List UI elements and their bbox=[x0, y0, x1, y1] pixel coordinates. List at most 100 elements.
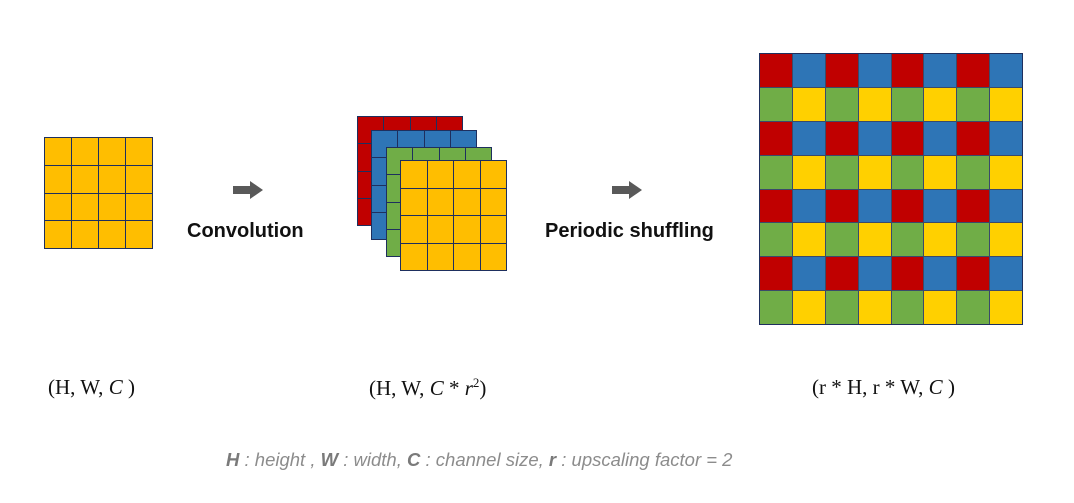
input-cell bbox=[72, 138, 98, 165]
arrow-right-icon bbox=[233, 181, 263, 199]
output-pixel-cell bbox=[957, 121, 990, 155]
yellow-channel-cell bbox=[480, 216, 506, 243]
output-pixel-cell bbox=[760, 121, 792, 155]
output-pixel-cell bbox=[891, 223, 924, 257]
yellow-channel-cell bbox=[401, 161, 427, 188]
output-pixel-cell bbox=[924, 121, 957, 155]
output-pixel-cell bbox=[924, 189, 957, 223]
yellow-channel-cell bbox=[427, 188, 453, 215]
output-pixel-cell bbox=[760, 87, 792, 121]
yellow-channel-cell bbox=[480, 161, 506, 188]
yellow-channel-cell bbox=[480, 188, 506, 215]
input-cell bbox=[126, 221, 152, 248]
output-pixel-cell bbox=[957, 291, 990, 324]
output-pixel-cell bbox=[891, 155, 924, 189]
output-pixel-cell bbox=[792, 87, 825, 121]
yellow-channel-cell bbox=[427, 243, 453, 270]
output-pixel-cell bbox=[825, 257, 858, 291]
input-cell bbox=[126, 165, 152, 193]
output-pixel-cell bbox=[825, 155, 858, 189]
output-pixel-cell bbox=[792, 189, 825, 223]
output-pixel-cell bbox=[990, 291, 1022, 324]
yellow-channel-cell bbox=[427, 161, 453, 188]
output-pixel-cell bbox=[924, 155, 957, 189]
output-pixel-cell bbox=[792, 257, 825, 291]
output-pixel-cell bbox=[760, 223, 792, 257]
conv-output-stack bbox=[357, 116, 509, 272]
input-tensor bbox=[44, 137, 153, 249]
input-shape-label: (H, W, C ) bbox=[48, 375, 135, 399]
output-pixel-cell bbox=[957, 54, 990, 87]
output-pixel-cell bbox=[957, 87, 990, 121]
output-pixel-cell bbox=[891, 257, 924, 291]
output-pixel-cell bbox=[891, 54, 924, 87]
output-pixel-cell bbox=[924, 87, 957, 121]
periodic-shuffling-label: Periodic shuffling bbox=[545, 220, 714, 242]
output-pixel-cell bbox=[957, 257, 990, 291]
input-cell bbox=[99, 193, 125, 221]
output-pixel-cell bbox=[858, 155, 891, 189]
output-pixel-cell bbox=[858, 189, 891, 223]
shuffled-output-map bbox=[759, 53, 1023, 325]
output-pixel-cell bbox=[990, 189, 1022, 223]
output-pixel-cell bbox=[760, 155, 792, 189]
convolution-label: Convolution bbox=[187, 220, 304, 242]
input-cell bbox=[99, 138, 125, 165]
output-pixel-cell bbox=[825, 223, 858, 257]
output-pixel-cell bbox=[825, 291, 858, 324]
output-pixel-cell bbox=[858, 54, 891, 87]
yellow-channel-cell bbox=[480, 243, 506, 270]
output-pixel-cell bbox=[792, 291, 825, 324]
arrow-right-icon bbox=[612, 181, 642, 199]
output-pixel-cell bbox=[990, 223, 1022, 257]
yellow-channel-cell bbox=[454, 243, 480, 270]
output-pixel-cell bbox=[825, 121, 858, 155]
output-pixel-cell bbox=[792, 155, 825, 189]
output-pixel-cell bbox=[792, 121, 825, 155]
output-pixel-cell bbox=[825, 54, 858, 87]
yellow-channel-cell bbox=[401, 216, 427, 243]
input-cell bbox=[126, 138, 152, 165]
output-pixel-cell bbox=[825, 87, 858, 121]
output-pixel-cell bbox=[924, 223, 957, 257]
yellow-channel-cell bbox=[427, 216, 453, 243]
input-cell bbox=[45, 221, 71, 248]
output-pixel-cell bbox=[858, 223, 891, 257]
channel-yellow-layer bbox=[400, 160, 507, 271]
output-pixel-cell bbox=[957, 189, 990, 223]
yellow-channel-cell bbox=[454, 161, 480, 188]
input-feature-map bbox=[44, 137, 153, 249]
output-pixel-cell bbox=[891, 121, 924, 155]
output-shape-label: (r * H, r * W, C ) bbox=[812, 375, 955, 399]
output-pixel-cell bbox=[825, 189, 858, 223]
yellow-channel-cell bbox=[401, 243, 427, 270]
yellow-channel-cell bbox=[401, 188, 427, 215]
output-pixel-cell bbox=[760, 257, 792, 291]
conv-shape-label: (H, W, C * r2) bbox=[369, 375, 487, 400]
output-pixel-cell bbox=[990, 155, 1022, 189]
input-cell bbox=[126, 193, 152, 221]
input-cell bbox=[72, 193, 98, 221]
output-pixel-cell bbox=[990, 121, 1022, 155]
output-pixel-cell bbox=[957, 155, 990, 189]
output-pixel-cell bbox=[858, 257, 891, 291]
output-pixel-cell bbox=[924, 257, 957, 291]
output-pixel-cell bbox=[891, 291, 924, 324]
output-pixel-cell bbox=[760, 291, 792, 324]
output-pixel-cell bbox=[858, 87, 891, 121]
output-pixel-cell bbox=[924, 54, 957, 87]
input-cell bbox=[72, 221, 98, 248]
yellow-channel-cell bbox=[454, 188, 480, 215]
output-pixel-cell bbox=[760, 54, 792, 87]
output-pixel-cell bbox=[990, 54, 1022, 87]
input-cell bbox=[72, 165, 98, 193]
output-pixel-cell bbox=[760, 189, 792, 223]
input-cell bbox=[45, 165, 71, 193]
output-pixel-cell bbox=[990, 257, 1022, 291]
yellow-channel-cell bbox=[454, 216, 480, 243]
input-cell bbox=[45, 193, 71, 221]
output-pixel-cell bbox=[957, 223, 990, 257]
symbol-legend: H : height , W : width, C : channel size… bbox=[226, 449, 733, 470]
input-cell bbox=[99, 221, 125, 248]
output-pixel-cell bbox=[858, 291, 891, 324]
